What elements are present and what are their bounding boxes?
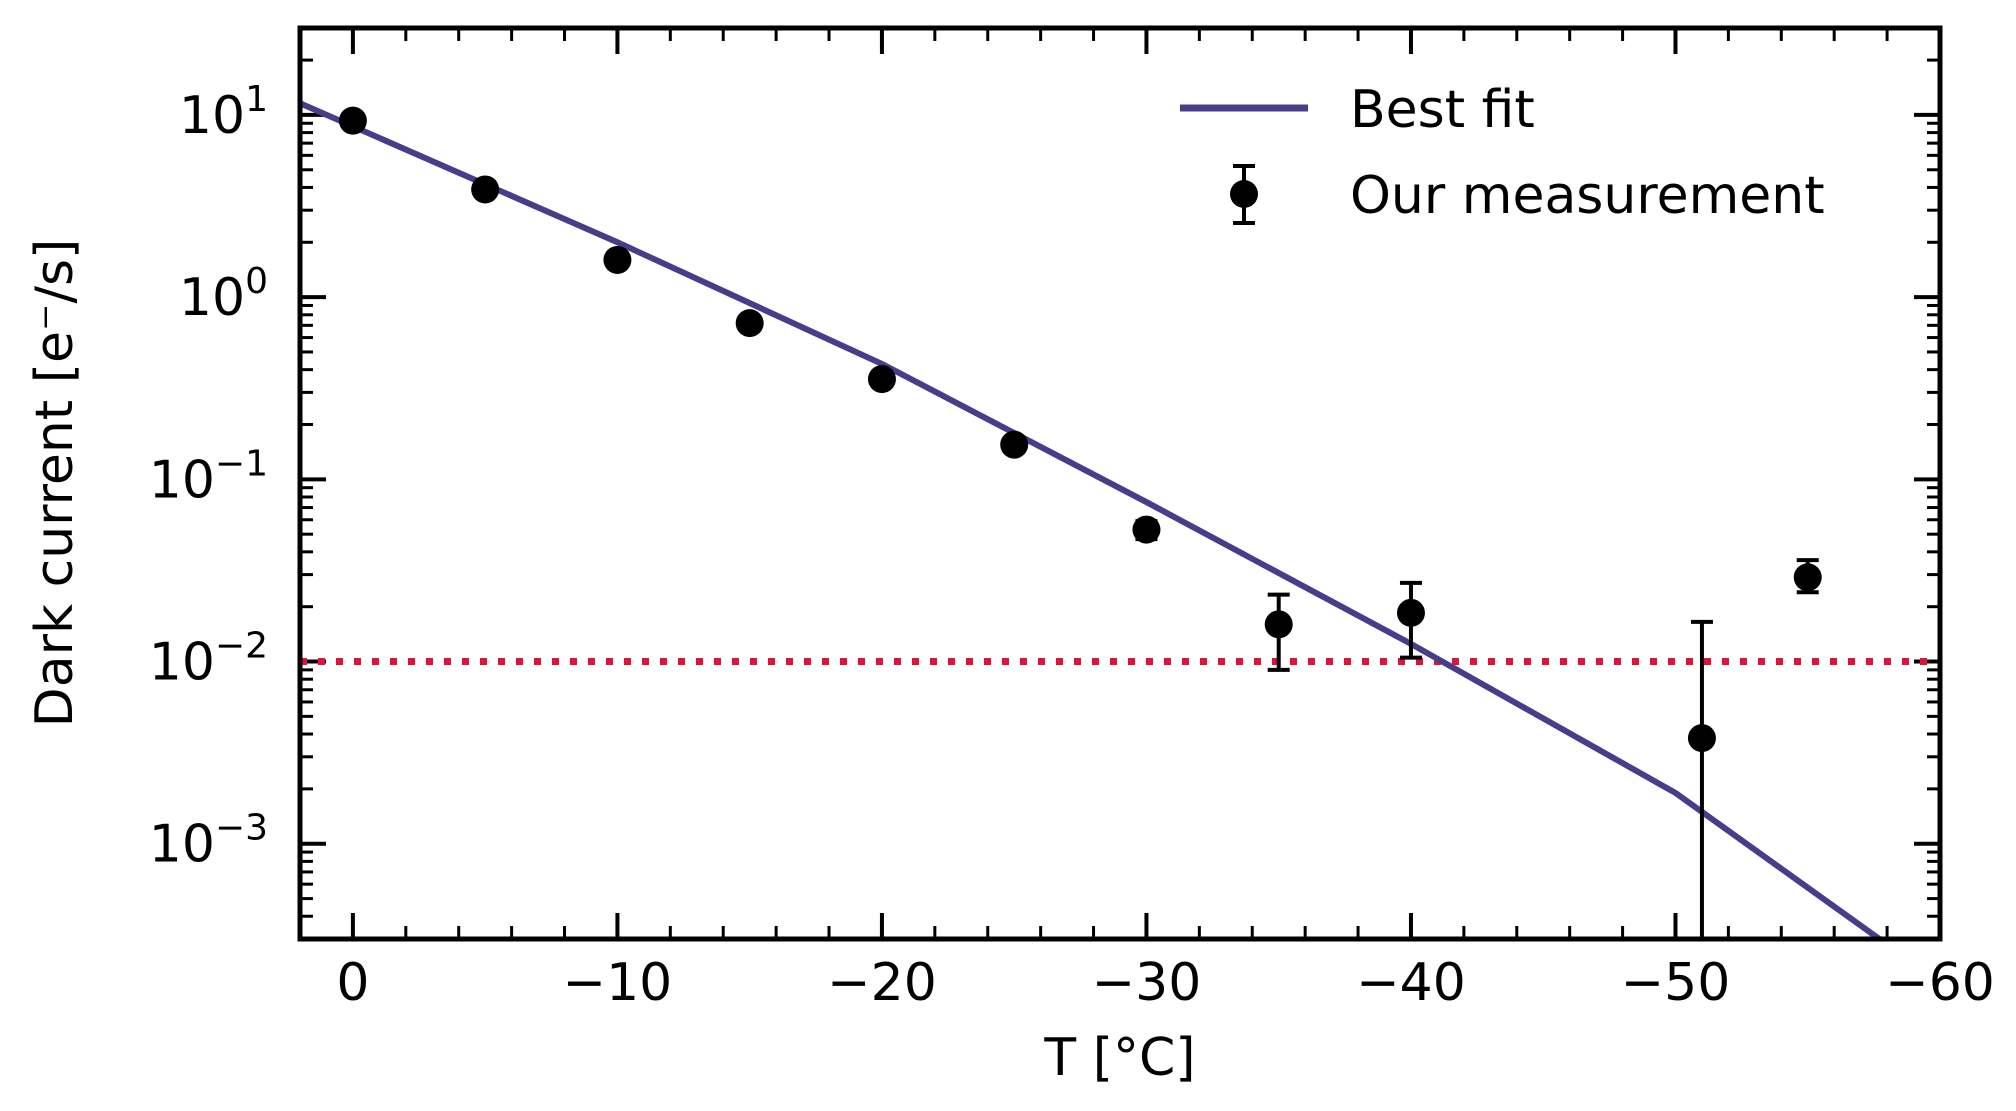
data-point	[1793, 563, 1822, 592]
legend: Best fit Our measurement	[1180, 80, 1825, 226]
x-tick-label: −30	[1092, 953, 1202, 1013]
y-tick-label: 101	[179, 79, 268, 146]
legend-marker	[1230, 180, 1258, 208]
y-tick-label: 10−3	[149, 808, 268, 875]
series-line-best-fit	[300, 100, 1885, 939]
data-point	[1264, 610, 1293, 639]
y-tick-label: 10−1	[149, 443, 268, 510]
x-tick-labels: 0 −10 −20 −30 −40 −50 −60	[336, 953, 1995, 1013]
plot-frame	[297, 25, 1943, 942]
data-point	[867, 365, 896, 394]
data-point	[471, 175, 500, 204]
x-tick-label: −20	[827, 953, 937, 1013]
x-tick-label: −40	[1356, 953, 1466, 1013]
legend-label-measurement: Our measurement	[1350, 166, 1825, 226]
y-tick-label: 100	[179, 261, 268, 328]
data-point	[603, 245, 632, 274]
x-tick-label: −50	[1621, 953, 1731, 1013]
data-point	[1132, 515, 1161, 544]
data-point	[1000, 430, 1029, 459]
data-point	[735, 309, 764, 338]
plot-area	[300, 100, 1940, 939]
y-axis-label: Dark current [e⁻/s]	[25, 239, 85, 728]
data-point	[1396, 598, 1425, 627]
x-tick-label: 0	[336, 953, 369, 1013]
x-tick-label: −60	[1885, 953, 1995, 1013]
data-points	[338, 106, 1822, 939]
y-tick-label: 10−2	[149, 626, 268, 693]
x-axis-label: T [°C]	[1043, 1028, 1195, 1088]
data-point	[1687, 724, 1716, 753]
legend-label-best-fit: Best fit	[1350, 80, 1535, 140]
x-tick-label: −10	[563, 953, 673, 1013]
y-tick-labels: 10−3 10−2 10−1 100 101	[149, 79, 268, 875]
major-ticks	[300, 28, 1942, 939]
data-point	[338, 106, 367, 135]
